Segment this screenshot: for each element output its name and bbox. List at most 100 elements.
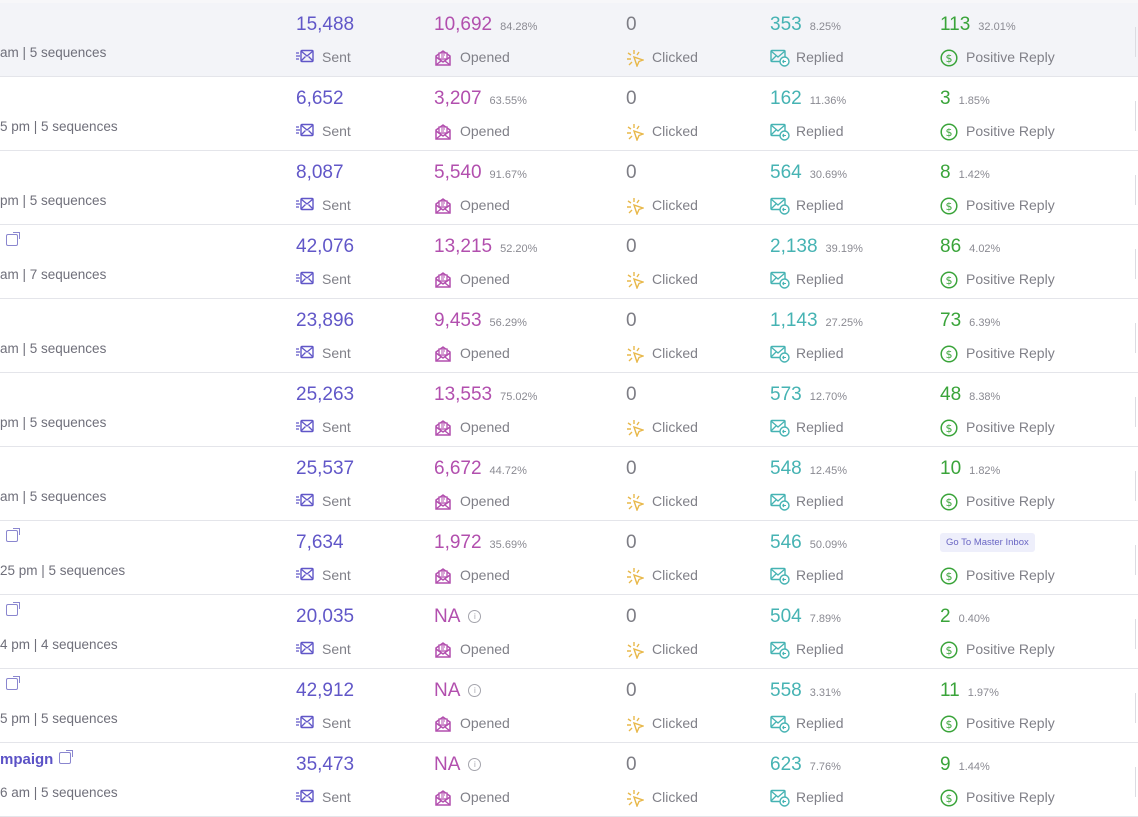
external-link-icon[interactable] (6, 676, 20, 690)
sent-count: 25,263 (296, 384, 355, 405)
info-icon[interactable]: i (468, 610, 482, 623)
external-link-icon[interactable] (6, 602, 20, 616)
row-action-button-edge[interactable] (1135, 619, 1138, 649)
svg-text:$: $ (946, 126, 953, 139)
reply-mail-icon (770, 641, 790, 659)
clicked-count: 0 (626, 680, 637, 701)
opened-mail-icon (434, 271, 452, 288)
external-link-icon[interactable] (6, 528, 20, 542)
clicked-label: Clicked (652, 123, 698, 139)
opened-mail-icon (434, 493, 452, 510)
table-row[interactable]: am | 5 sequences 25,537 Sent 6,672 44.72% Ope… (0, 447, 1138, 521)
opened-percent: 56.29% (489, 317, 527, 329)
info-icon[interactable]: i (468, 684, 482, 697)
positive-percent: 1.85% (958, 95, 990, 107)
sent-mail-icon (296, 493, 314, 509)
opened-mail-icon (434, 345, 452, 362)
table-row[interactable]: pm | 5 sequences 8,087 Sent 5,540 91.67% Open… (0, 151, 1138, 225)
replied-count: 623 (770, 754, 802, 775)
positive-label: Positive Reply (966, 197, 1055, 213)
table-row[interactable]: 5 pm | 5 sequences 6,652 Sent 3,207 63.55% Op… (0, 77, 1138, 151)
row-action-button-edge[interactable] (1135, 175, 1138, 205)
replied-label: Replied (796, 641, 844, 657)
svg-text:$: $ (946, 496, 953, 509)
replied-count: 1,143 (770, 310, 818, 331)
sent-mail-icon (296, 789, 314, 805)
positive-percent: 1.97% (967, 687, 999, 699)
opened-count: 3,207 (434, 88, 482, 109)
row-action-button-edge[interactable] (1135, 397, 1138, 427)
table-row[interactable]: pm | 5 sequences 25,263 Sent 13,553 75.02% Op… (0, 373, 1138, 447)
campaign-schedule: 5 pm | 5 sequences (0, 119, 118, 134)
opened-count: 5,540 (434, 162, 482, 183)
dollar-circle-icon: $ (940, 789, 958, 807)
sent-label: Sent (322, 271, 351, 287)
campaign-title[interactable] (0, 676, 20, 694)
reply-mail-icon (770, 123, 790, 141)
row-action-button-edge[interactable] (1135, 767, 1138, 797)
replied-label: Replied (796, 197, 844, 213)
sent-mail-icon (296, 567, 314, 583)
replied-label: Replied (796, 271, 844, 287)
dollar-circle-icon: $ (940, 493, 958, 511)
go-to-master-inbox-button[interactable]: Go To Master Inbox (940, 533, 1035, 552)
click-cursor-icon (626, 715, 644, 733)
sent-count: 35,473 (296, 754, 355, 775)
click-cursor-icon (626, 493, 644, 511)
row-action-button-edge[interactable] (1135, 693, 1138, 723)
replied-count: 504 (770, 606, 802, 627)
positive-count: 9 (940, 754, 951, 775)
row-action-button-edge[interactable] (1135, 249, 1138, 279)
info-icon[interactable]: i (468, 758, 482, 771)
campaign-name: mpaign (0, 751, 54, 768)
opened-label: Opened (460, 419, 510, 435)
row-action-button-edge[interactable] (1135, 323, 1138, 353)
table-row[interactable]: mpaign 6 am | 5 sequences 35,473 Sent NA i Ope… (0, 743, 1138, 817)
click-cursor-icon (626, 123, 644, 141)
opened-count: 10,692 (434, 14, 493, 35)
table-row[interactable]: 25 pm | 5 sequences 7,634 Sent 1,972 35.69% O… (0, 521, 1138, 595)
table-row[interactable]: 4 pm | 4 sequences 20,035 Sent NA i Opened 0 Cl… (0, 595, 1138, 669)
external-link-icon[interactable] (6, 232, 20, 246)
replied-label: Replied (796, 419, 844, 435)
replied-label: Replied (796, 715, 844, 731)
campaign-title[interactable] (0, 602, 20, 620)
click-cursor-icon (626, 49, 644, 67)
campaign-title[interactable] (0, 528, 20, 546)
click-cursor-icon (626, 567, 644, 585)
replied-label: Replied (796, 493, 844, 509)
campaign-schedule: am | 5 sequences (0, 341, 107, 356)
replied-count: 353 (770, 14, 802, 35)
row-action-button-edge[interactable] (1135, 27, 1138, 57)
opened-count: 13,553 (434, 384, 493, 405)
replied-percent: 27.25% (825, 317, 863, 329)
opened-label: Opened (460, 641, 510, 657)
replied-label: Replied (796, 49, 844, 65)
table-row[interactable]: am | 7 sequences 42,076 Sent 13,215 52.20% Op… (0, 225, 1138, 299)
sent-mail-icon (296, 345, 314, 361)
reply-mail-icon (770, 493, 790, 511)
positive-count: 10 (940, 458, 962, 479)
table-row[interactable]: am | 5 sequences 15,488 Sent 10,692 84.28% Op… (0, 3, 1138, 77)
clicked-count: 0 (626, 88, 637, 109)
replied-percent: 8.25% (809, 21, 841, 33)
external-link-icon[interactable] (59, 750, 74, 764)
campaign-title[interactable]: mpaign (0, 750, 74, 768)
replied-percent: 50.09% (809, 539, 848, 551)
positive-label: Positive Reply (966, 641, 1055, 657)
dollar-circle-icon: $ (940, 49, 958, 67)
row-action-button-edge[interactable] (1135, 471, 1138, 501)
replied-percent: 12.70% (809, 391, 848, 403)
replied-percent: 12.45% (809, 465, 848, 477)
table-row[interactable]: 5 pm | 5 sequences 42,912 Sent NA i Opened 0 Cl… (0, 669, 1138, 743)
sent-label: Sent (322, 715, 351, 731)
row-action-button-edge[interactable] (1135, 101, 1138, 131)
reply-mail-icon (770, 49, 790, 67)
table-row[interactable]: am | 5 sequences 23,896 Sent 9,453 56.29% Ope… (0, 299, 1138, 373)
replied-count: 548 (770, 458, 802, 479)
reply-mail-icon (770, 567, 790, 585)
replied-percent: 7.89% (809, 613, 841, 625)
clicked-count: 0 (626, 162, 637, 183)
row-action-button-edge[interactable] (1135, 545, 1138, 575)
campaign-title[interactable] (0, 232, 20, 250)
